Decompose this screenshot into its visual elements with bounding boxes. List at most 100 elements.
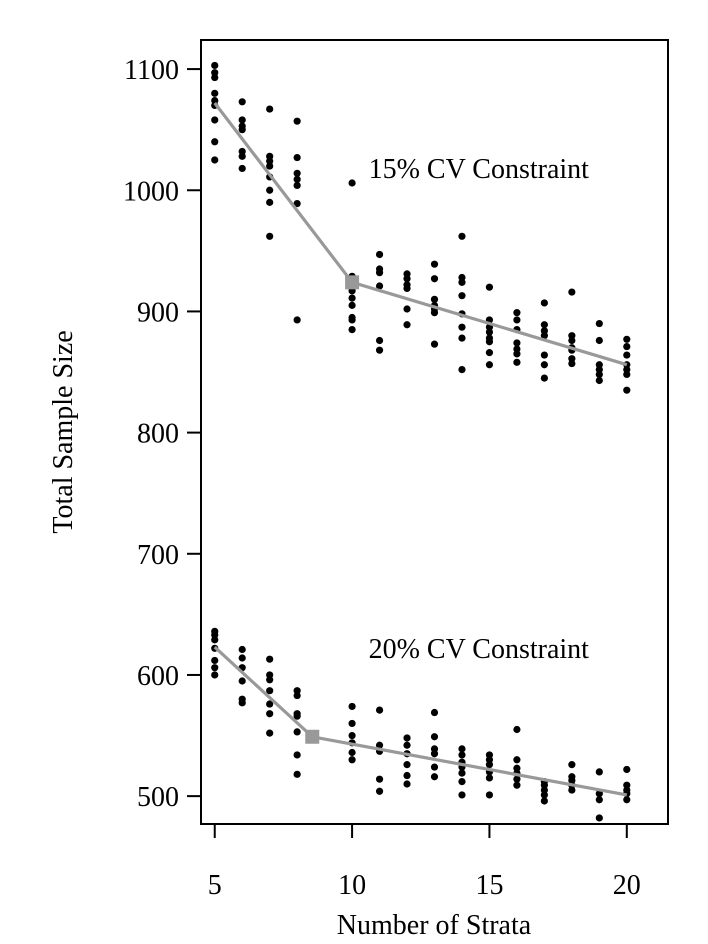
data-point [211, 664, 219, 672]
data-point [348, 294, 356, 302]
data-point [458, 769, 466, 777]
data-point [266, 186, 274, 194]
data-point [485, 338, 494, 346]
data-point [568, 288, 576, 296]
data-point [458, 323, 466, 331]
data-point [595, 319, 603, 328]
data-point [540, 374, 548, 382]
data-point [458, 791, 466, 799]
data-point [458, 777, 466, 786]
data-point [485, 361, 494, 369]
data-point [513, 725, 521, 734]
y-tick-label: 700 [137, 540, 179, 571]
data-point [348, 756, 356, 764]
data-point [375, 787, 384, 795]
data-point [540, 321, 548, 329]
data-point [266, 655, 274, 663]
data-point [595, 370, 603, 379]
data-point [513, 775, 521, 783]
data-point [623, 386, 631, 394]
data-point [430, 309, 439, 317]
data-point [375, 269, 384, 277]
data-point [375, 346, 384, 354]
data-point [430, 295, 439, 303]
data-point [266, 232, 274, 240]
data-point [211, 73, 219, 82]
breakpoint-markers [305, 275, 360, 744]
data-point [238, 152, 246, 160]
data-point [513, 339, 521, 347]
trend-line [213, 102, 628, 367]
x-tick-label: 5 [208, 870, 222, 901]
data-point [403, 761, 411, 769]
data-point [211, 138, 219, 146]
data-point [623, 370, 631, 379]
data-point [595, 336, 603, 345]
data-point [348, 179, 356, 187]
data-point [348, 316, 356, 324]
data-point [266, 162, 274, 170]
y-axis-title: Total Sample Size [48, 330, 79, 533]
data-point [348, 301, 356, 309]
data-point [430, 260, 439, 268]
data-point [595, 796, 603, 804]
data-point [540, 332, 548, 340]
x-tick-label: 15 [475, 870, 503, 901]
data-point [211, 156, 219, 164]
data-point [458, 232, 466, 240]
x-axis: 5 10 15 20 [208, 824, 641, 901]
data-point [513, 756, 521, 764]
data-point [293, 691, 301, 700]
y-tick-label: 800 [137, 419, 179, 450]
data-point [211, 636, 219, 644]
data-point [513, 781, 521, 789]
data-point [293, 712, 301, 720]
data-point [403, 305, 411, 313]
data-point [403, 275, 411, 283]
data-point [568, 336, 576, 345]
y-tick-label: 900 [137, 297, 179, 328]
data-point [595, 768, 603, 776]
data-point [266, 198, 274, 206]
data-point [403, 321, 411, 329]
data-point [403, 741, 411, 749]
data-point [485, 283, 494, 291]
data-point [430, 733, 439, 741]
data-point [238, 699, 246, 707]
data-point [293, 175, 301, 183]
data-point [430, 708, 439, 717]
data-point [348, 731, 356, 740]
data-point [266, 729, 274, 737]
data-point [238, 98, 246, 106]
data-point [623, 765, 631, 774]
data-point [568, 359, 576, 368]
breakpoint-square [345, 275, 360, 290]
data-point [513, 309, 521, 317]
data-point [238, 164, 246, 173]
data-point [430, 773, 439, 781]
data-point [238, 116, 246, 124]
data-point [348, 702, 356, 711]
data-point [293, 316, 301, 324]
data-point [293, 770, 301, 778]
data-point [568, 761, 576, 769]
data-point [293, 751, 301, 759]
data-point [485, 328, 494, 336]
data-point [595, 790, 603, 798]
data-point [293, 199, 301, 208]
data-point [458, 334, 466, 342]
trend-line [213, 645, 628, 797]
y-axis: 500 600 700 800 900 1000 1100 [123, 55, 201, 813]
data-point [211, 89, 219, 97]
y-tick-label: 600 [137, 661, 179, 692]
data-point [293, 728, 301, 736]
y-tick-label: 1000 [123, 176, 179, 207]
data-point [375, 282, 384, 290]
data-point [458, 278, 466, 286]
data-point [375, 706, 384, 714]
data-point [266, 105, 274, 113]
data-point [403, 780, 411, 788]
data-point [375, 336, 384, 345]
data-point [485, 791, 494, 799]
data-point [485, 774, 494, 782]
